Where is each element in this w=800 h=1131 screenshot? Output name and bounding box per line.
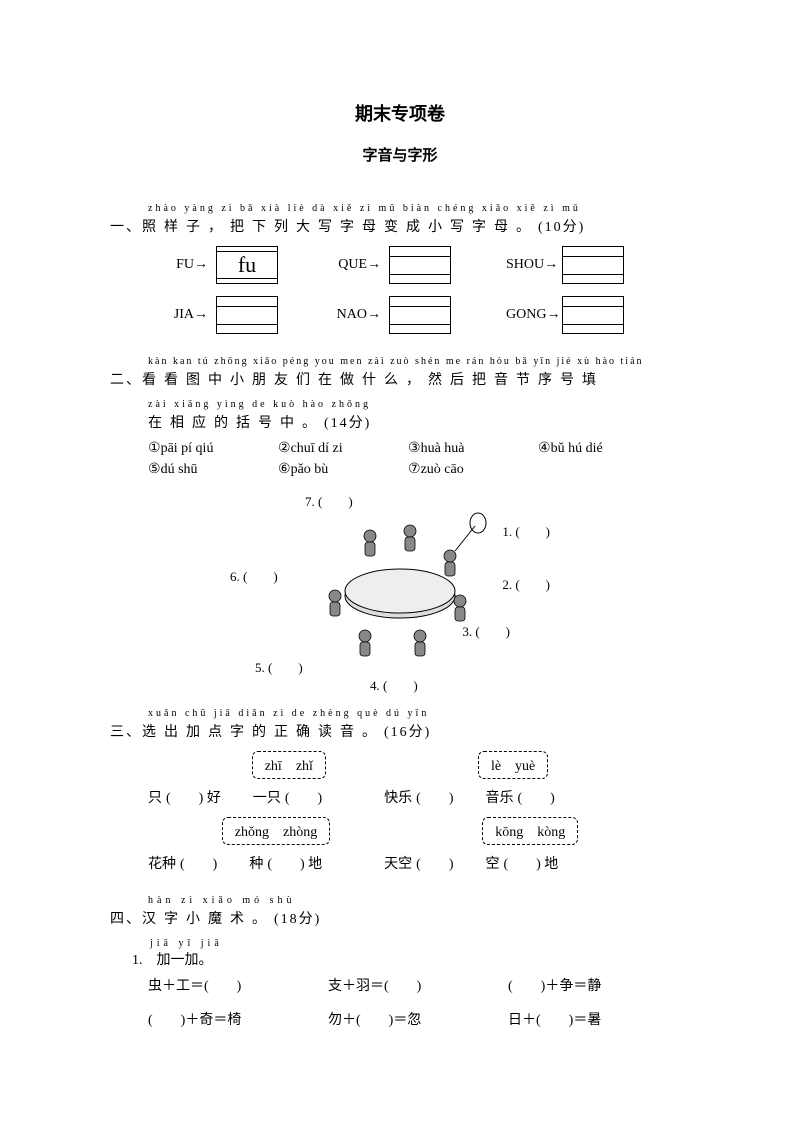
q2-pinyin1: kàn kan tú zhōng xiǎo péng you men zài z… xyxy=(148,356,690,367)
q2-options-r2: ⑤dú shū ⑥pǎo bù ⑦zuò cāo xyxy=(148,461,690,478)
answer-box[interactable] xyxy=(389,246,451,284)
q2-image: 1. ( ) 2. ( ) 3. ( ) 4. ( ) 5. ( ) 6. ( … xyxy=(260,486,540,686)
q3-row2: 花种( ) 种( ) 地 天空( ) 空( ) 地 xyxy=(148,853,690,873)
question-1: zhào yàng zi bǎ xià liè dà xiě zì mǔ bià… xyxy=(110,203,690,334)
q4-heading: 四、汉字小魔术。(18分) xyxy=(110,908,690,928)
q3-pinyin: xuǎn chū jiā diǎn zì de zhèng què dú yīn xyxy=(148,708,690,719)
page-subtitle: 字音与字形 xyxy=(110,144,690,165)
box-pair: NAO→ xyxy=(333,296,451,334)
q2-options-r1: ①pāi pí qiú ②chuī dí zi ③huà huà ④bǔ hú … xyxy=(148,440,690,457)
answer-box[interactable]: fu xyxy=(216,246,278,284)
question-4: hàn zì xiǎo mó shù 四、汉字小魔术。(18分) jiā yī … xyxy=(110,895,690,1029)
q4-sub: 1. 加一加。 xyxy=(132,949,690,969)
q1-row1: FU→ fu QUE→ SHOU→ xyxy=(160,246,690,284)
q4-row1: 虫＋工＝( ) 支＋羽＝( ) ( )＋争＝静 xyxy=(148,975,690,995)
blank-4[interactable]: 4. ( ) xyxy=(370,675,418,694)
choice-box: zhī zhǐ xyxy=(252,751,326,779)
fill-blank[interactable]: ( )＋奇＝椅 xyxy=(148,1009,328,1029)
box-pair: QUE→ xyxy=(333,246,451,284)
question-3: xuǎn chū jiā diǎn zì de zhèng què dú yīn… xyxy=(110,708,690,873)
answer-box[interactable] xyxy=(389,296,451,334)
question-2: kàn kan tú zhōng xiǎo péng you men zài z… xyxy=(110,356,690,686)
blank-3[interactable]: 3. ( ) xyxy=(462,621,510,640)
q2-pinyin2: zài xiāng yìng de kuò hào zhōng xyxy=(148,399,690,410)
q1-row2: JIA→ NAO→ GONG→ xyxy=(160,296,690,334)
answer-box[interactable] xyxy=(562,296,624,334)
q3-heading: 三、选出加点字的正确读音。(16分) xyxy=(110,721,690,741)
answer-box[interactable] xyxy=(562,246,624,284)
q2-heading2: 在相应的括号中。(14分) xyxy=(148,412,690,432)
q3-boxes-1: zhī zhǐ lè yuè xyxy=(110,751,690,779)
q2-heading1: 二、看看图中小朋友们在做什么，然后把音节序号填 xyxy=(110,369,690,389)
choice-box: lè yuè xyxy=(478,751,548,779)
blank-5[interactable]: 5. ( ) xyxy=(255,657,303,676)
box-pair: GONG→ xyxy=(506,296,624,334)
q4-row2: ( )＋奇＝椅 勿＋( )＝忽 日＋( )＝暑 xyxy=(148,1009,690,1029)
answer-box[interactable] xyxy=(216,296,278,334)
box-pair: SHOU→ xyxy=(506,246,624,284)
q3-boxes-2: zhǒng zhòng kōng kòng xyxy=(110,817,690,845)
box-pair: JIA→ xyxy=(160,296,278,334)
q3-row1: 只( ) 好 一只( ) 快乐( ) 音乐( ) xyxy=(148,787,690,807)
choice-box: kōng kòng xyxy=(482,817,578,845)
q1-heading: 一、照样子，把下列大写字母变成小写字母。(10分) xyxy=(110,216,690,236)
box-pair: FU→ fu xyxy=(160,246,278,284)
page-title: 期末专项卷 xyxy=(110,100,690,126)
fill-blank[interactable]: 日＋( )＝暑 xyxy=(508,1009,688,1029)
q4-pinyin: hàn zì xiǎo mó shù xyxy=(148,895,690,906)
blank-1[interactable]: 1. ( ) xyxy=(502,521,550,540)
blank-7[interactable]: 7. ( ) xyxy=(305,491,353,510)
fill-blank[interactable]: 虫＋工＝( ) xyxy=(148,975,328,995)
blank-6[interactable]: 6. ( ) xyxy=(230,566,278,585)
fill-blank[interactable]: 支＋羽＝( ) xyxy=(328,975,508,995)
fill-blank[interactable]: ( )＋争＝静 xyxy=(508,975,688,995)
blank-2[interactable]: 2. ( ) xyxy=(502,574,550,593)
fill-blank[interactable]: 勿＋( )＝忽 xyxy=(328,1009,508,1029)
choice-box: zhǒng zhòng xyxy=(222,817,330,845)
q1-pinyin: zhào yàng zi bǎ xià liè dà xiě zì mǔ bià… xyxy=(148,203,690,214)
q4-sub-pinyin: jiā yī jiā xyxy=(150,938,690,949)
